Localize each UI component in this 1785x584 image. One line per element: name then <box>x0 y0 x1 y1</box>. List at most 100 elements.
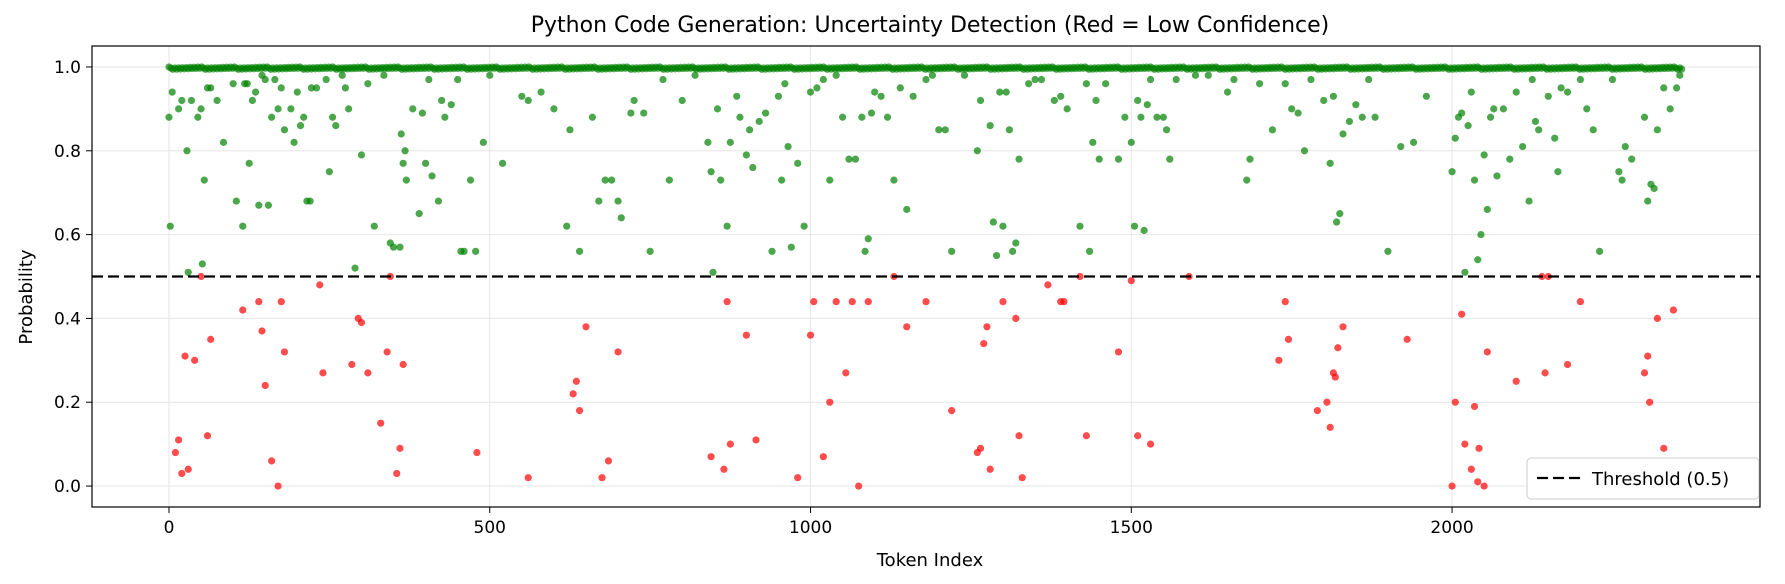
green-data-point <box>794 159 802 167</box>
green-data-point <box>261 75 269 84</box>
x-axis-label: Token Index <box>876 550 984 571</box>
red-data-point <box>1458 310 1466 318</box>
red-data-point <box>752 436 760 444</box>
green-data-point <box>864 235 872 243</box>
legend-threshold-label: Threshold (0.5) <box>1591 469 1729 490</box>
green-data-point <box>1365 75 1373 84</box>
green-data-point <box>434 197 443 205</box>
green-data-point <box>762 109 770 117</box>
green-data-point <box>1474 256 1482 264</box>
red-data-point <box>239 306 247 314</box>
red-data-point <box>473 448 481 457</box>
green-data-point <box>640 109 648 117</box>
green-data-point <box>733 92 741 100</box>
red-data-point <box>842 369 850 377</box>
green-data-point <box>1519 142 1527 151</box>
red-data-point <box>383 348 391 356</box>
green-data-point <box>909 92 917 100</box>
green-data-point <box>845 155 853 163</box>
green-data-point <box>774 92 783 100</box>
red-data-point <box>1660 444 1668 452</box>
green-data-point <box>678 96 686 105</box>
red-data-point <box>1451 398 1459 406</box>
green-data-point <box>960 71 969 79</box>
red-data-point <box>393 469 401 478</box>
red-data-point <box>742 331 750 339</box>
green-data-point <box>213 96 221 105</box>
red-data-point <box>1480 482 1488 490</box>
green-data-point <box>588 113 597 121</box>
green-data-point <box>1676 71 1684 79</box>
green-data-point <box>1256 80 1264 88</box>
green-data-point <box>479 138 487 146</box>
green-data-point <box>1615 168 1623 176</box>
green-data-point <box>460 247 468 255</box>
green-data-point <box>986 122 994 130</box>
green-data-point <box>271 75 279 84</box>
green-data-point <box>989 218 997 226</box>
green-data-point <box>332 122 340 130</box>
green-data-point <box>341 84 350 92</box>
red-data-point <box>277 298 285 306</box>
red-data-point <box>1448 482 1456 490</box>
green-data-point <box>1640 113 1649 121</box>
green-data-point <box>1114 155 1123 163</box>
green-data-point <box>1166 155 1174 163</box>
red-data-point <box>572 377 580 385</box>
green-data-point <box>941 126 949 134</box>
green-data-point <box>717 176 725 184</box>
green-data-point <box>166 222 174 230</box>
y-axis-label: Probability <box>16 249 37 344</box>
green-data-point <box>251 88 260 96</box>
green-data-point <box>1493 172 1501 180</box>
red-data-point <box>819 453 827 461</box>
green-data-point <box>999 222 1007 230</box>
green-data-point <box>709 268 717 276</box>
red-data-point <box>1114 348 1123 356</box>
green-data-point <box>1336 210 1344 218</box>
green-data-point <box>402 176 410 184</box>
red-data-point <box>980 339 988 348</box>
y-axis-ticks: 0.0 0.2 0.4 0.6 0.8 1.0 <box>54 58 92 497</box>
green-data-point <box>1554 168 1562 176</box>
green-data-point <box>707 168 715 176</box>
red-data-point <box>175 436 183 444</box>
green-data-point <box>1320 96 1328 105</box>
red-data-point <box>855 482 863 490</box>
green-data-point <box>1470 176 1479 184</box>
green-data-point <box>1483 205 1491 214</box>
green-data-point <box>1608 75 1617 84</box>
green-data-point <box>290 138 298 146</box>
red-data-point <box>364 369 372 377</box>
green-data-point <box>1506 155 1514 163</box>
green-data-point <box>1528 75 1536 84</box>
green-data-point <box>819 75 827 84</box>
red-data-point <box>614 348 622 356</box>
red-data-point <box>1012 314 1020 323</box>
green-data-point <box>595 197 603 205</box>
red-data-point <box>1474 478 1482 486</box>
green-data-point <box>1223 88 1232 96</box>
green-data-point <box>1490 105 1498 113</box>
green-data-point <box>1159 113 1167 121</box>
y-tick-label: 0.0 <box>54 477 81 497</box>
green-data-point <box>768 247 776 255</box>
green-data-point <box>1243 176 1251 184</box>
green-data-point <box>883 113 892 121</box>
red-data-point <box>1146 440 1155 448</box>
green-data-point <box>1140 226 1148 234</box>
red-data-point <box>1640 369 1649 377</box>
green-data-point <box>614 197 622 205</box>
green-data-point <box>742 151 750 159</box>
red-data-point <box>948 407 956 415</box>
green-data-point <box>438 96 446 105</box>
y-tick-label: 0.4 <box>54 309 81 329</box>
green-data-point <box>781 80 789 88</box>
red-data-point <box>1323 398 1331 406</box>
green-data-point <box>890 176 898 184</box>
green-data-point <box>428 172 436 180</box>
green-data-point <box>1204 71 1212 79</box>
green-data-point <box>1345 117 1354 126</box>
red-data-point <box>794 474 802 482</box>
green-data-point <box>563 222 571 230</box>
